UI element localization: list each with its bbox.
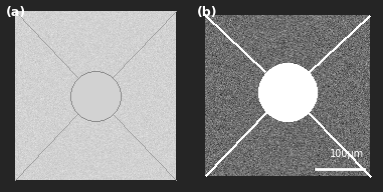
- Text: 100μm: 100μm: [330, 149, 364, 159]
- Text: (a): (a): [6, 6, 26, 19]
- Text: (b): (b): [197, 6, 218, 19]
